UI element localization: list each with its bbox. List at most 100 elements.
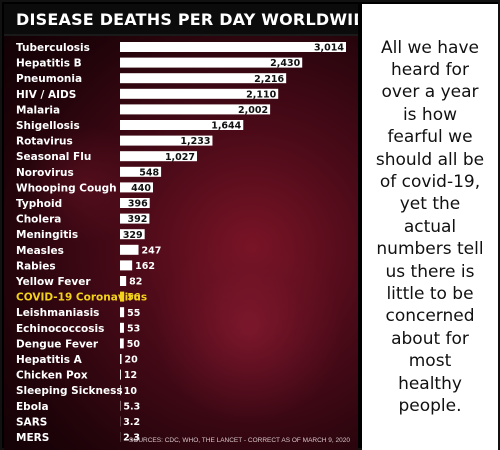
bar bbox=[120, 120, 244, 130]
value-label: 55 bbox=[127, 308, 140, 319]
value-label: 1,027 bbox=[165, 152, 195, 163]
chart-title-bar: DISEASE DEATHS PER DAY WORLDWIDE bbox=[4, 4, 358, 36]
quote-line: us there is bbox=[385, 261, 475, 282]
value-label: 5.3 bbox=[123, 401, 140, 412]
bar bbox=[120, 166, 162, 177]
value-label: 2,430 bbox=[270, 58, 300, 69]
quote-line: heard for bbox=[391, 59, 469, 80]
bar bbox=[120, 385, 121, 396]
category-label: Dengue Fever bbox=[16, 338, 99, 350]
bar bbox=[120, 338, 124, 349]
category-label: Hepatitis A bbox=[16, 354, 83, 366]
quote-line: over a year bbox=[381, 82, 479, 103]
quote-line: fearful we bbox=[387, 127, 473, 148]
category-label: Leishmaniasis bbox=[16, 307, 99, 319]
bar bbox=[120, 291, 125, 302]
category-label: Whooping Cough bbox=[16, 182, 117, 194]
value-label: 396 bbox=[128, 199, 148, 210]
bar bbox=[120, 322, 124, 333]
category-label: Typhoid bbox=[16, 198, 62, 210]
category-label: Norovirus bbox=[16, 167, 74, 179]
category-label: Cholera bbox=[16, 214, 61, 226]
value-label: 329 bbox=[123, 230, 143, 241]
quote-panel: All we have heard for over a year is how fea… bbox=[362, 4, 498, 450]
category-label: Echinococcosis bbox=[16, 323, 104, 335]
value-label: 53 bbox=[127, 323, 140, 334]
value-label: 20 bbox=[125, 355, 139, 366]
value-label: 12 bbox=[124, 370, 137, 381]
value-label: 162 bbox=[135, 261, 155, 272]
bar bbox=[120, 135, 213, 146]
value-label: 2.3 bbox=[123, 433, 140, 444]
bar bbox=[120, 276, 127, 286]
value-label: 247 bbox=[142, 245, 162, 256]
quote-line: people. bbox=[398, 396, 462, 417]
value-label: 440 bbox=[131, 183, 151, 194]
bar bbox=[120, 369, 121, 380]
category-label: Meningitis bbox=[16, 229, 78, 241]
bar bbox=[120, 260, 133, 271]
bar bbox=[120, 73, 287, 84]
bar bbox=[120, 213, 150, 224]
value-label: 1,233 bbox=[180, 136, 210, 147]
chart-panel: DISEASE DEATHS PER DAY WORLDWIDE Tubercu… bbox=[4, 4, 358, 450]
quote-line: actual bbox=[403, 216, 457, 237]
category-label: HIV / AIDS bbox=[16, 89, 76, 101]
value-label: 392 bbox=[128, 214, 148, 225]
bar bbox=[120, 151, 198, 162]
category-label: Shigellosis bbox=[16, 120, 80, 132]
category-label: Sleeping Sickness bbox=[16, 385, 123, 397]
value-label: 50 bbox=[127, 339, 141, 350]
quote-line: of covid-19, bbox=[379, 171, 481, 192]
bar bbox=[120, 198, 150, 208]
category-label: MERS bbox=[16, 432, 49, 444]
quote-line: little to be bbox=[386, 284, 474, 305]
value-label: 2,002 bbox=[238, 105, 268, 116]
quote-line: should all be bbox=[375, 149, 485, 170]
value-label: 2,110 bbox=[246, 89, 276, 100]
category-label: Seasonal Flu bbox=[16, 151, 91, 163]
bar bbox=[120, 104, 271, 115]
value-label: 10 bbox=[124, 386, 138, 397]
bar bbox=[120, 307, 125, 318]
bar bbox=[120, 42, 346, 52]
bar-chart: Tuberculosis 3,014 Hepatitis B 2,430 Pneumon… bbox=[15, 42, 346, 444]
bar bbox=[120, 229, 145, 240]
source-note: SOURCES: CDC, WHO, THE LANCET - CORRECT … bbox=[128, 437, 350, 444]
category-label: Pneumonia bbox=[16, 73, 82, 85]
quote-line: numbers tell bbox=[376, 239, 484, 260]
quote-line: is how bbox=[402, 104, 458, 125]
value-label: 2,216 bbox=[254, 74, 284, 85]
category-label: Tuberculosis bbox=[16, 42, 90, 54]
quote-line: healthy bbox=[398, 373, 462, 394]
bar bbox=[120, 182, 153, 193]
quote-line: concerned bbox=[385, 306, 475, 327]
chart-title: DISEASE DEATHS PER DAY WORLDWIDE bbox=[16, 10, 358, 29]
quote-line: about for bbox=[391, 328, 469, 349]
bar bbox=[120, 354, 122, 364]
category-label: Malaria bbox=[16, 104, 60, 116]
quote-line: most bbox=[408, 351, 452, 372]
category-label: Rotavirus bbox=[16, 136, 73, 148]
value-label: 1,644 bbox=[211, 121, 241, 132]
quote-line: All we have bbox=[381, 37, 479, 58]
bar bbox=[120, 57, 303, 68]
quote-line: yet the bbox=[399, 194, 461, 215]
category-label: Measles bbox=[16, 245, 64, 257]
value-label: 56 bbox=[127, 292, 141, 303]
category-label: Yellow Fever bbox=[15, 276, 91, 288]
bar bbox=[120, 88, 279, 99]
bar bbox=[120, 244, 139, 255]
category-label: Ebola bbox=[16, 401, 49, 413]
value-label: 3.2 bbox=[123, 417, 140, 428]
category-label: Hepatitis B bbox=[16, 58, 82, 70]
quote-text: All we have heard for over a year is how fea… bbox=[366, 37, 494, 418]
value-label: 82 bbox=[129, 277, 142, 288]
value-label: 548 bbox=[139, 167, 159, 178]
value-label: 3,014 bbox=[314, 43, 344, 54]
category-label: COVID-19 Coronavirus bbox=[16, 292, 147, 304]
category-label: Rabies bbox=[16, 260, 56, 272]
category-label: Chicken Pox bbox=[16, 370, 88, 382]
category-label: SARS bbox=[16, 416, 47, 428]
